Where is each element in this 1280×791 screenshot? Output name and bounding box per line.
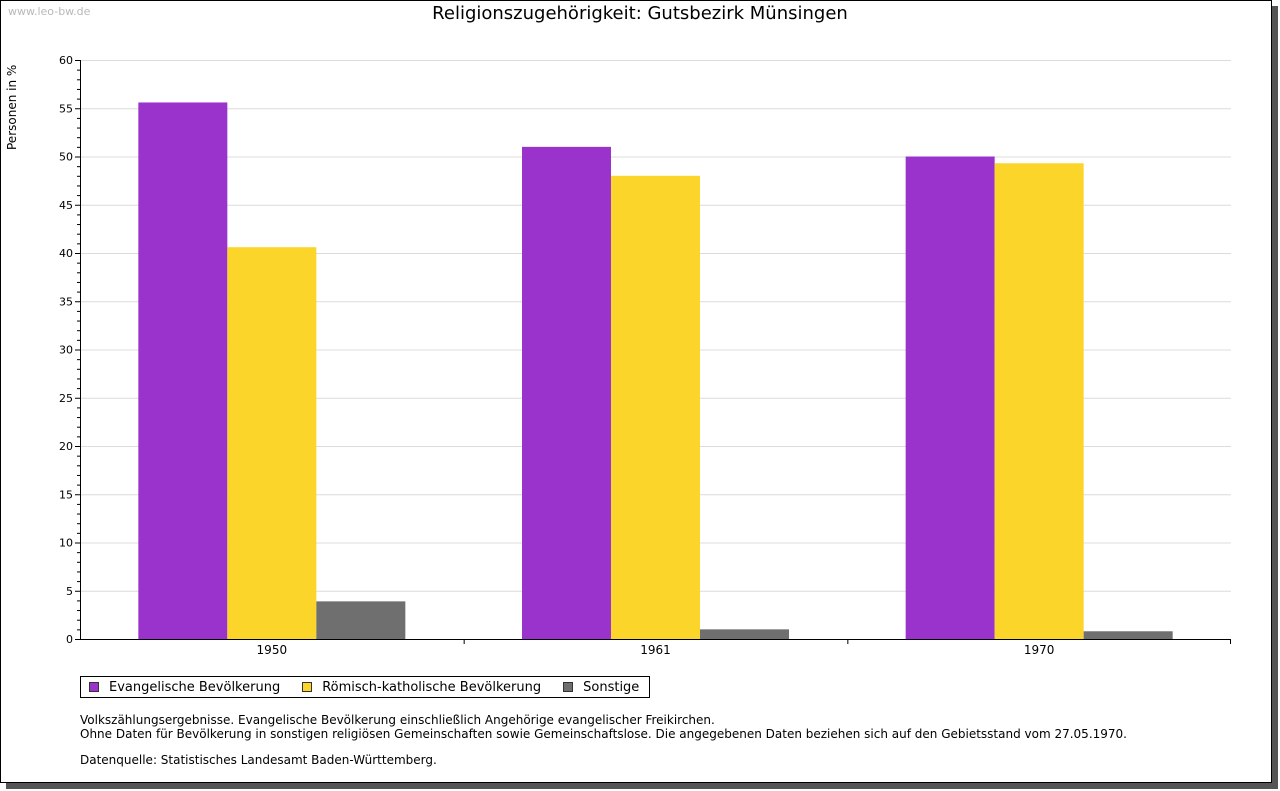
bar-1950-2 — [227, 247, 317, 639]
data-source: Datenquelle: Statistisches Landesamt Bad… — [80, 753, 437, 767]
bar-1950-1 — [138, 102, 228, 639]
bar-1961-3 — [700, 629, 789, 639]
legend-swatch — [563, 682, 574, 692]
footnotes: Volkszählungsergebnisse. Evangelische Be… — [80, 713, 1127, 767]
y-tick-label: 50 — [59, 151, 73, 164]
frame-shadow-bottom — [6, 783, 1278, 789]
y-tick-label: 30 — [59, 344, 73, 357]
y-tick-label: 20 — [59, 440, 73, 453]
legend-swatch — [302, 682, 313, 692]
chart-plot: 0 5 10 15 20 25 30 35 40 45 50 55 60 1950 1961 1970 — [59, 54, 1231, 657]
bar-1950-3 — [316, 601, 406, 639]
y-tick-label: 40 — [59, 247, 73, 260]
bar-1970-3 — [1083, 631, 1173, 639]
frame-shadow-right — [1272, 6, 1278, 789]
bar-1961-1 — [522, 146, 611, 639]
legend-item: Römisch-katholische Bevölkerung — [302, 680, 541, 695]
y-tick-label: 15 — [59, 488, 73, 501]
y-tick-label: 45 — [59, 199, 73, 212]
bar-1961-2 — [611, 175, 700, 640]
legend-label: Römisch-katholische Bevölkerung — [322, 679, 542, 695]
chart-title: Religionszugehörigkeit: Gutsbezirk Münsi… — [432, 3, 848, 24]
bar-1970-2 — [994, 163, 1084, 639]
legend-label: Evangelische Bevölkerung — [109, 679, 281, 695]
y-tick-label: 0 — [66, 633, 73, 646]
y-tick-label: 35 — [59, 295, 73, 308]
legend-label: Sonstige — [583, 679, 640, 695]
bar-1970-1 — [905, 156, 995, 639]
footnote-line-2: Ohne Daten für Bevölkerung in sonstigen … — [80, 727, 1127, 741]
x-tick-label: 1950 — [257, 643, 288, 657]
y-tick-label: 10 — [59, 537, 73, 550]
y-tick-label: 60 — [59, 54, 73, 67]
legend-swatch — [89, 682, 99, 692]
x-tick-label: 1970 — [1024, 643, 1055, 657]
x-tick-label: 1961 — [640, 643, 671, 657]
y-tick-label: 55 — [59, 102, 73, 115]
chart-legend: Evangelische Bevölkerung Römisch-katholis… — [80, 676, 651, 698]
footnote-line-1: Volkszählungsergebnisse. Evangelische Be… — [80, 713, 715, 727]
legend-item: Sonstige — [563, 680, 639, 695]
legend-item: Evangelische Bevölkerung — [89, 680, 280, 695]
y-tick-label: 5 — [66, 585, 73, 598]
y-tick-label: 25 — [59, 392, 73, 405]
watermark: www.leo-bw.de — [8, 5, 91, 18]
